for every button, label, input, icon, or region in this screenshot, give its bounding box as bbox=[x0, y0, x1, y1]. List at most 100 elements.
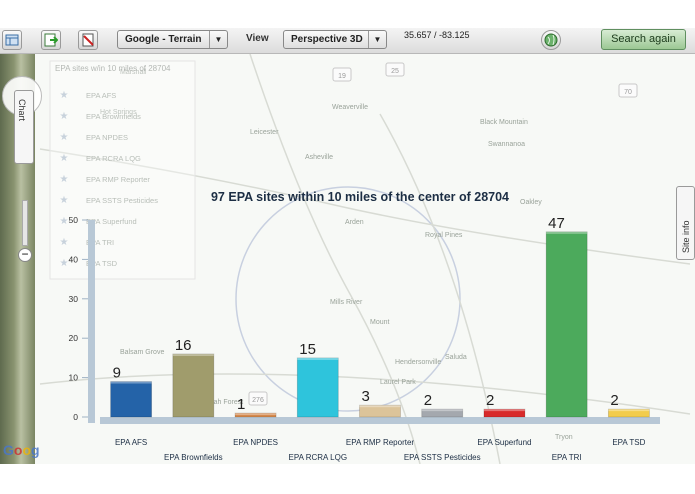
search-radius-circle bbox=[235, 186, 461, 412]
y-tick-label: 50 bbox=[69, 215, 79, 225]
globe-button[interactable] bbox=[541, 30, 561, 50]
bar-highlight bbox=[608, 409, 650, 412]
x-tick-label: EPA AFS bbox=[115, 438, 147, 447]
x-tick-label: EPA SSTS Pesticides bbox=[404, 453, 481, 462]
legend-item: EPA Brownfields bbox=[86, 112, 141, 121]
bar-value-label: 2 bbox=[610, 392, 618, 409]
globe-icon bbox=[544, 33, 558, 47]
site-info-tab-label: Site info bbox=[681, 220, 691, 253]
map-place-label: Weaverville bbox=[332, 104, 368, 111]
bar-highlight bbox=[483, 409, 525, 412]
zoom-slider[interactable] bbox=[22, 200, 28, 246]
toolbar: Google - Terrain ▼ View Perspective 3D ▼… bbox=[0, 28, 695, 54]
view-mode-select[interactable]: Perspective 3D ▼ bbox=[283, 30, 387, 49]
x-tick-label: EPA Superfund bbox=[477, 438, 531, 447]
bar-value-label: 9 bbox=[113, 365, 121, 382]
print-button[interactable] bbox=[78, 30, 98, 50]
map-place-label: Leicester bbox=[250, 129, 279, 136]
bar-highlight bbox=[110, 381, 152, 384]
route-shield bbox=[248, 391, 268, 406]
bar bbox=[296, 357, 339, 418]
view-mode-value: Perspective 3D bbox=[291, 34, 363, 45]
google-logo: Goog bbox=[3, 442, 40, 458]
legend-item: EPA TRI bbox=[86, 238, 114, 247]
bar-value-label: 2 bbox=[424, 392, 432, 409]
zoom-in-button[interactable]: − bbox=[18, 248, 32, 262]
legend-item: EPA RMP Reporter bbox=[86, 175, 150, 184]
legend-item: EPA SSTS Pesticides bbox=[86, 196, 158, 205]
x-tick-label: EPA TSD bbox=[612, 438, 645, 447]
bar-highlight bbox=[421, 409, 463, 412]
route-shield-label: 276 bbox=[252, 397, 264, 404]
y-tick-label: 30 bbox=[69, 294, 79, 304]
bar-highlight bbox=[297, 357, 339, 360]
map-place-label: Arden bbox=[345, 219, 364, 226]
search-again-button[interactable]: Search again bbox=[601, 29, 686, 50]
x-tick-label: EPA Brownfields bbox=[164, 453, 223, 462]
layout-icon bbox=[5, 34, 19, 46]
map-place-label: Oakley bbox=[520, 199, 542, 206]
map-view[interactable]: Weaverville Black Mountain Swannanoa Ashevi… bbox=[0, 54, 695, 464]
bar-highlight bbox=[235, 413, 277, 416]
map-place-label: Swannanoa bbox=[488, 141, 525, 148]
bar bbox=[545, 231, 588, 418]
bar-highlight bbox=[359, 405, 401, 408]
chevron-down-icon: ▼ bbox=[368, 31, 386, 48]
legend-item: EPA AFS bbox=[86, 91, 116, 100]
y-axis bbox=[88, 220, 95, 423]
legend-item: EPA TSD bbox=[86, 259, 118, 268]
x-tick-label: EPA RCRA LQG bbox=[289, 453, 348, 462]
map-type-select[interactable]: Google - Terrain ▼ bbox=[117, 30, 228, 49]
legend-item: EPA RCRA LQG bbox=[86, 154, 141, 163]
bar bbox=[359, 404, 401, 418]
route-shield bbox=[385, 62, 405, 77]
star-icon: ★ bbox=[60, 153, 69, 164]
star-icon: ★ bbox=[60, 237, 69, 248]
coordinates-readout: 35.657 / -83.125 bbox=[404, 30, 470, 40]
y-tick-label: 40 bbox=[69, 254, 79, 264]
map-place-label: Pisgah Forest bbox=[200, 399, 243, 406]
star-icon: ★ bbox=[60, 195, 69, 206]
x-tick-label: EPA TRI bbox=[552, 453, 582, 462]
bar bbox=[172, 353, 215, 418]
map-place-label: Laurel Park bbox=[380, 379, 416, 386]
chart-tab[interactable]: Chart bbox=[14, 90, 34, 164]
star-icon: ★ bbox=[60, 216, 69, 227]
site-info-tab[interactable]: Site info bbox=[676, 186, 695, 260]
export-button[interactable] bbox=[41, 30, 61, 50]
route-shield-label: 70 bbox=[624, 89, 632, 96]
map-type-value: Google - Terrain bbox=[125, 34, 202, 45]
map-road bbox=[249, 54, 421, 464]
route-shield-label: 25 bbox=[391, 68, 399, 75]
y-tick-label: 0 bbox=[73, 412, 78, 422]
map-place-label: Saluda bbox=[445, 354, 467, 361]
bar-value-label: 3 bbox=[362, 388, 370, 405]
map-place-label: Hot Springs bbox=[100, 109, 137, 116]
legend-item: EPA NPDES bbox=[86, 133, 128, 142]
star-icon: ★ bbox=[60, 174, 69, 185]
map-place-label: Black Mountain bbox=[480, 119, 528, 126]
bar bbox=[110, 381, 153, 418]
bar bbox=[607, 408, 650, 418]
star-icon: ★ bbox=[60, 132, 69, 143]
bar bbox=[234, 412, 277, 418]
y-tick-label: 10 bbox=[69, 373, 79, 383]
bar bbox=[483, 408, 526, 418]
route-shield bbox=[332, 67, 352, 82]
view-label: View bbox=[246, 33, 269, 44]
bar-highlight bbox=[546, 231, 588, 234]
bar-value-label: 16 bbox=[175, 337, 192, 354]
epa-sites-chart: 97 EPA sites within 10 miles of the cent… bbox=[69, 190, 660, 462]
layout-icon-button[interactable] bbox=[2, 30, 22, 50]
x-axis-floor bbox=[100, 417, 660, 424]
star-icon: ★ bbox=[60, 111, 69, 122]
legend-item: EPA Superfund bbox=[86, 217, 137, 226]
map-place-label: Royal Pines bbox=[425, 232, 463, 239]
map-place-label: Marshall bbox=[120, 69, 147, 76]
map-place-label: Balsam Grove bbox=[120, 349, 164, 356]
map-place-label: Asheville bbox=[305, 154, 333, 161]
y-tick-label: 20 bbox=[69, 333, 79, 343]
chart-tab-label: Chart bbox=[17, 99, 27, 122]
map-place-label: Mills River bbox=[330, 299, 363, 306]
bar-value-label: 47 bbox=[548, 215, 565, 232]
